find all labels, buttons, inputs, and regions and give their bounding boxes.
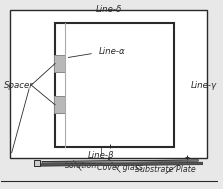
- Polygon shape: [40, 162, 203, 166]
- Bar: [10, 10, 207, 158]
- Text: Substrate Plate: Substrate Plate: [135, 165, 196, 174]
- Text: Spacer: Spacer: [4, 81, 34, 90]
- Bar: [55, 23, 174, 147]
- Polygon shape: [42, 160, 198, 163]
- Bar: [54, 96, 65, 113]
- Bar: [54, 55, 65, 72]
- Text: Line-γ: Line-γ: [191, 81, 217, 90]
- Text: Line-α: Line-α: [99, 47, 125, 56]
- Text: Line-δ: Line-δ: [96, 5, 122, 14]
- Bar: [35, 160, 40, 166]
- Text: Cover glass: Cover glass: [97, 163, 143, 172]
- Text: Solution: Solution: [65, 161, 97, 170]
- Text: Line-β: Line-β: [87, 151, 114, 160]
